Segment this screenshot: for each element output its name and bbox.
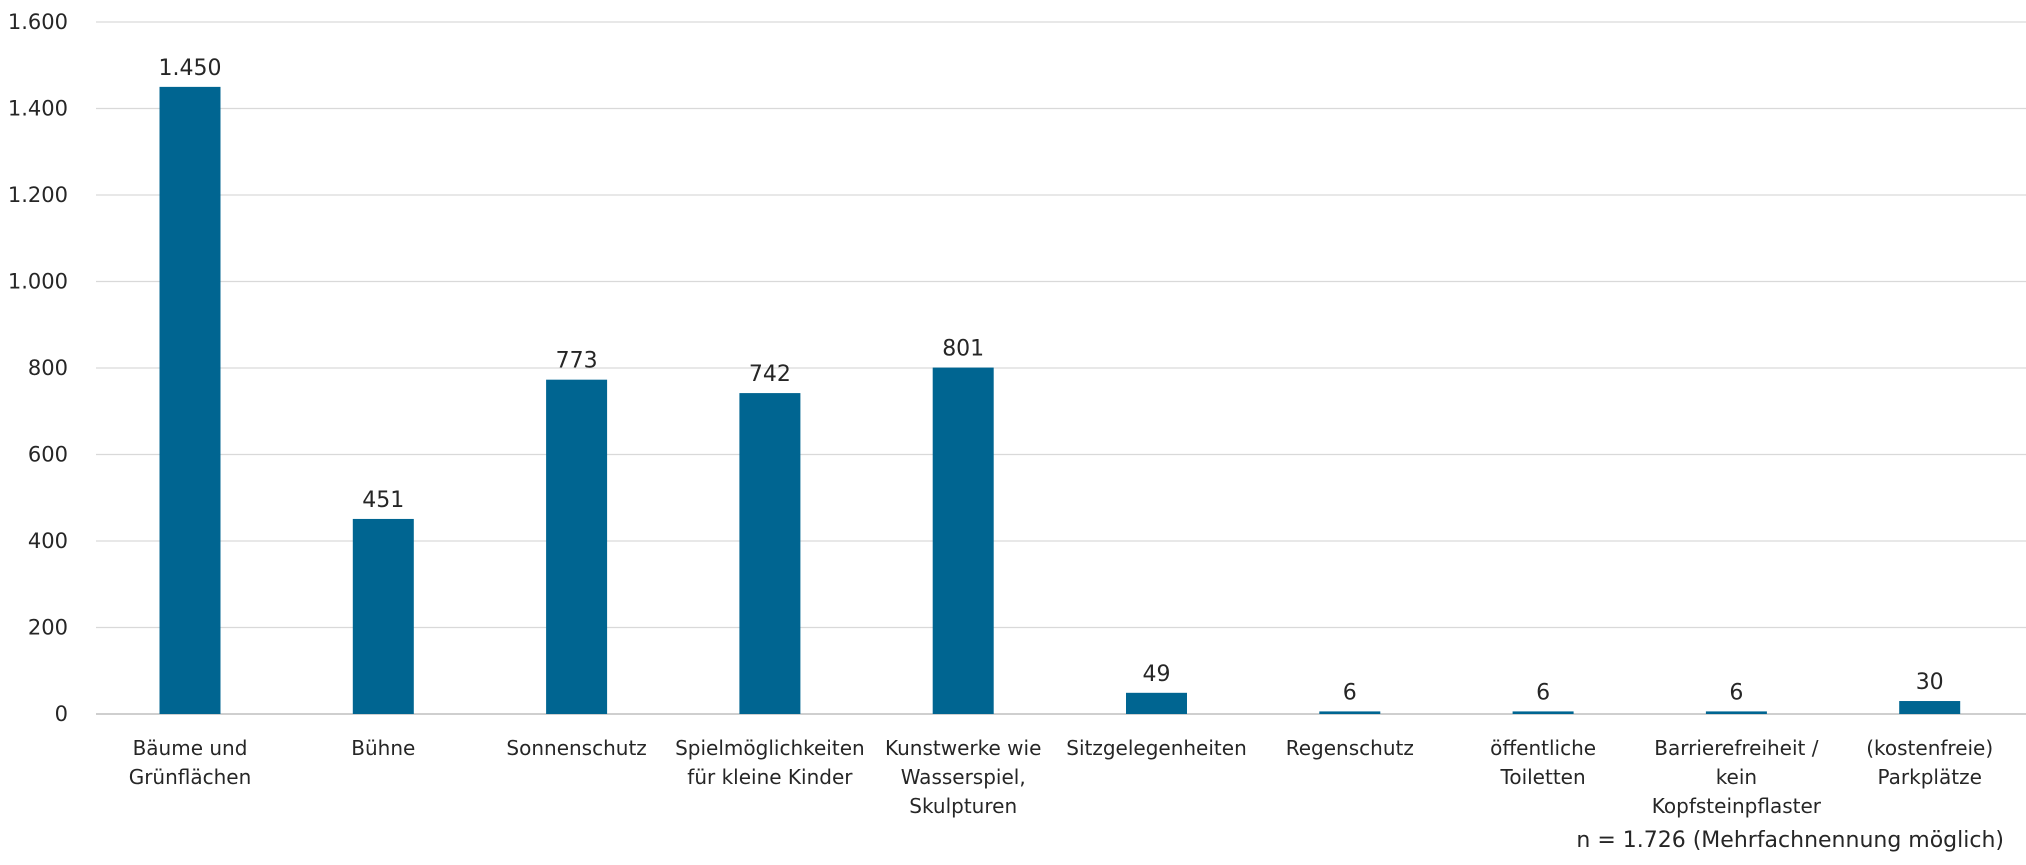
- x-tick-label-line: Wasserspiel,: [901, 765, 1026, 789]
- data-label: 742: [749, 362, 791, 387]
- x-tick-label-line: Regenschutz: [1286, 736, 1414, 760]
- y-tick-label: 600: [28, 443, 68, 467]
- x-tick-label-line: Bühne: [351, 736, 415, 760]
- y-tick-label: 0: [55, 702, 68, 726]
- x-tick-label-line: Sitzgelegenheiten: [1066, 736, 1247, 760]
- data-label: 451: [362, 488, 404, 513]
- x-tick-label: Bäume und Grünflächen: [129, 736, 252, 789]
- y-tick-label: 1.600: [8, 10, 68, 34]
- y-tick-label: 200: [28, 616, 68, 640]
- x-tick-label: Spielmöglichkeiten für kleine Kinder: [675, 736, 865, 789]
- x-tick-label-line: Sonnenschutz: [506, 736, 646, 760]
- x-tick-label: Sonnenschutz: [506, 736, 646, 760]
- x-tick-label-line: (kostenfreie): [1866, 736, 1993, 760]
- gridlines: [96, 21, 2026, 715]
- bar: [159, 86, 221, 714]
- x-tick-label-line: kein: [1716, 765, 1757, 789]
- x-tick-label-line: Kunstwerke wie: [885, 736, 1041, 760]
- x-tick-label: Barrierefreiheit / kein Kopfsteinpflaster: [1652, 736, 1822, 818]
- data-label: 30: [1916, 670, 1944, 695]
- bar: [1899, 701, 1961, 714]
- bar: [1319, 711, 1381, 714]
- x-tick-label-line: Bäume und: [133, 736, 248, 760]
- bar: [1512, 711, 1574, 714]
- bar: [1705, 711, 1767, 714]
- bar: [352, 518, 414, 714]
- data-label: 1.450: [159, 56, 222, 81]
- x-tick-label: Sitzgelegenheiten: [1066, 736, 1247, 760]
- x-tick-label: Kunstwerke wie Wasserspiel, Skulpturen: [885, 736, 1041, 818]
- x-tick-label: Regenschutz: [1286, 736, 1414, 760]
- data-label: 6: [1343, 680, 1357, 705]
- x-tick-label-line: Grünflächen: [129, 765, 252, 789]
- data-labels: 1.450 451 773 742 801 49 6 6 6 30: [159, 56, 1944, 706]
- data-label: 801: [942, 337, 984, 362]
- bars: [159, 86, 1961, 714]
- x-tick-label-line: Skulpturen: [909, 794, 1017, 818]
- x-tick-label-line: Kopfsteinpflaster: [1652, 794, 1822, 818]
- sample-size-note: n = 1.726 (Mehrfachnennung möglich): [1576, 828, 2004, 853]
- data-label: 6: [1536, 680, 1550, 705]
- y-tick-label: 800: [28, 356, 68, 380]
- x-tick-label-line: Barrierefreiheit /: [1654, 736, 1818, 760]
- bar: [739, 393, 801, 714]
- bar: [932, 367, 994, 714]
- data-label: 6: [1729, 680, 1743, 705]
- x-axis-ticks: Bäume und Grünflächen Bühne Sonnenschutz Spi…: [129, 736, 1993, 818]
- bar: [1126, 692, 1187, 714]
- x-tick-label-line: Spielmöglichkeiten: [675, 736, 865, 760]
- x-tick-label-line: öffentliche: [1490, 736, 1596, 760]
- x-tick-label-line: für kleine Kinder: [687, 765, 853, 789]
- y-tick-label: 400: [28, 529, 68, 553]
- y-tick-label: 1.000: [8, 270, 68, 294]
- x-tick-label: (kostenfreie) Parkplätze: [1866, 736, 1993, 789]
- x-tick-label-line: Parkplätze: [1878, 765, 1982, 789]
- y-tick-label: 1.200: [8, 183, 68, 207]
- bar: [546, 379, 608, 714]
- y-axis-ticks: 0 200 400 600 800 1.000 1.200 1.400 1.600: [8, 10, 68, 726]
- data-label: 49: [1143, 662, 1171, 687]
- y-tick-label: 1.400: [8, 97, 68, 121]
- x-tick-label-line: Toiletten: [1500, 765, 1586, 789]
- data-label: 773: [556, 349, 598, 374]
- x-tick-label: Bühne: [351, 736, 415, 760]
- x-tick-label: öffentliche Toiletten: [1490, 736, 1596, 789]
